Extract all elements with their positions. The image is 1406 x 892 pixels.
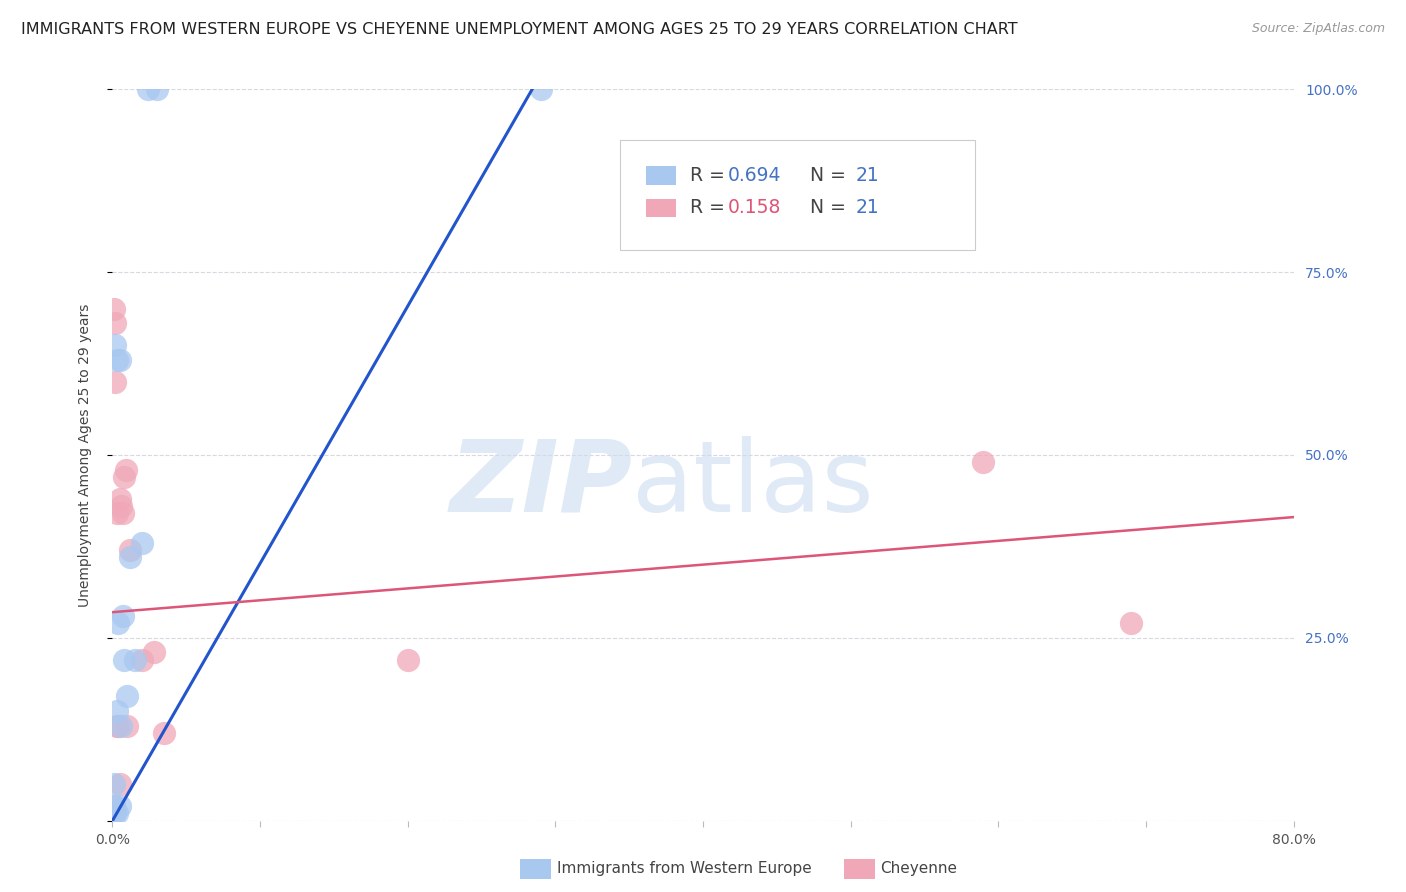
Point bbox=[103, 799, 125, 814]
Text: Cheyenne: Cheyenne bbox=[880, 862, 957, 876]
Point bbox=[107, 718, 129, 732]
Point bbox=[108, 352, 131, 367]
Point bbox=[142, 645, 165, 659]
Point bbox=[146, 82, 169, 96]
Point bbox=[1119, 616, 1142, 631]
Point bbox=[104, 316, 127, 330]
Point bbox=[110, 499, 132, 513]
Text: R =: R = bbox=[690, 166, 731, 185]
Point bbox=[124, 653, 146, 667]
Point bbox=[973, 455, 995, 469]
Point bbox=[107, 616, 129, 631]
Point bbox=[105, 704, 128, 718]
FancyBboxPatch shape bbox=[620, 140, 974, 250]
Point bbox=[117, 690, 138, 704]
Point bbox=[111, 507, 134, 521]
Point bbox=[117, 718, 138, 732]
FancyBboxPatch shape bbox=[647, 167, 676, 185]
Point bbox=[103, 806, 125, 821]
Point bbox=[120, 550, 142, 565]
Text: N =: N = bbox=[792, 198, 852, 217]
Point bbox=[105, 507, 128, 521]
Point bbox=[111, 608, 134, 623]
Text: 0.158: 0.158 bbox=[728, 198, 782, 217]
Point bbox=[153, 726, 176, 740]
Text: atlas: atlas bbox=[633, 435, 873, 533]
Point bbox=[108, 799, 131, 814]
Text: R =: R = bbox=[690, 198, 731, 217]
Y-axis label: Unemployment Among Ages 25 to 29 years: Unemployment Among Ages 25 to 29 years bbox=[77, 303, 91, 607]
Point bbox=[114, 462, 136, 476]
Point bbox=[105, 352, 128, 367]
Point bbox=[131, 653, 153, 667]
Point bbox=[103, 301, 125, 316]
Text: IMMIGRANTS FROM WESTERN EUROPE VS CHEYENNE UNEMPLOYMENT AMONG AGES 25 TO 29 YEAR: IMMIGRANTS FROM WESTERN EUROPE VS CHEYEN… bbox=[21, 22, 1018, 37]
Point bbox=[131, 535, 153, 549]
Point bbox=[103, 777, 125, 791]
Point bbox=[112, 653, 135, 667]
Point bbox=[105, 806, 128, 821]
Point bbox=[104, 375, 127, 389]
Text: 21: 21 bbox=[855, 198, 879, 217]
Text: Source: ZipAtlas.com: Source: ZipAtlas.com bbox=[1251, 22, 1385, 36]
Point bbox=[120, 543, 142, 558]
Point bbox=[396, 653, 419, 667]
Text: 0.694: 0.694 bbox=[728, 166, 782, 185]
Point bbox=[103, 799, 125, 814]
FancyBboxPatch shape bbox=[647, 199, 676, 217]
Point bbox=[112, 470, 135, 484]
Point bbox=[104, 338, 127, 352]
Point bbox=[136, 82, 159, 96]
Point bbox=[108, 777, 131, 791]
Text: N =: N = bbox=[792, 166, 852, 185]
Point bbox=[110, 718, 132, 732]
Point bbox=[105, 718, 128, 732]
Text: Immigrants from Western Europe: Immigrants from Western Europe bbox=[557, 862, 811, 876]
Point bbox=[108, 491, 131, 506]
Text: ZIP: ZIP bbox=[449, 435, 633, 533]
Point bbox=[104, 806, 127, 821]
Point bbox=[529, 82, 551, 96]
Text: 21: 21 bbox=[855, 166, 879, 185]
